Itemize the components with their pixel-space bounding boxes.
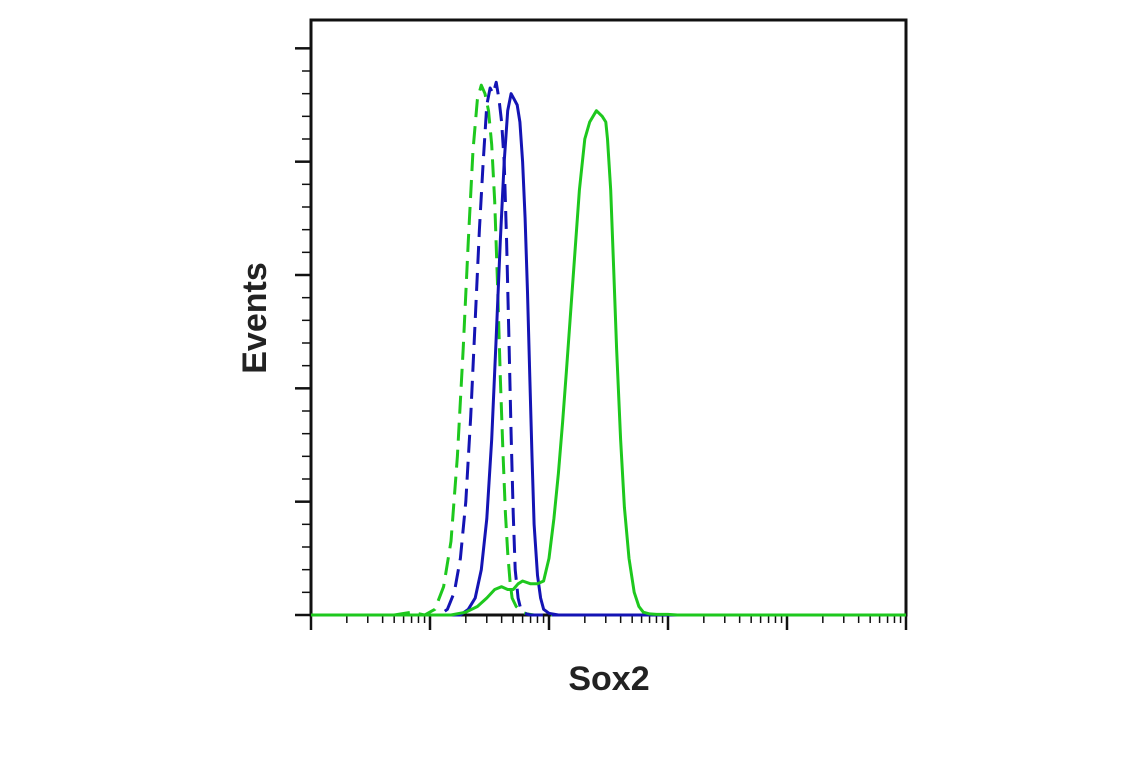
series-line-1 <box>311 83 906 617</box>
x-axis-ticks <box>309 615 908 630</box>
series-line-4 <box>311 109 906 617</box>
y-axis-ticks <box>295 47 311 617</box>
histogram-series <box>311 80 906 617</box>
series-line-2 <box>311 80 906 617</box>
plot-frame <box>309 18 908 617</box>
series-line-3 <box>311 92 906 617</box>
y-axis-label: Events <box>236 262 274 374</box>
x-axis-label: Sox2 <box>568 660 649 698</box>
